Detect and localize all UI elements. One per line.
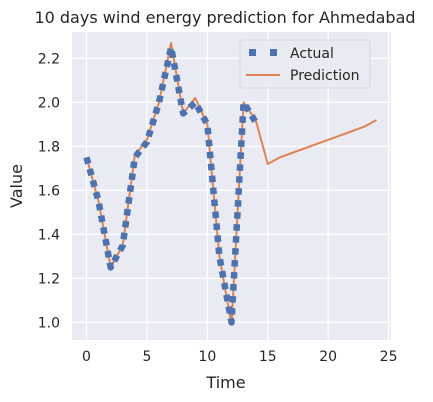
x-tick-label: 5: [142, 349, 151, 365]
x-tick-label: 10: [198, 349, 216, 365]
x-ticks: 0 5 10 15 20 25: [82, 349, 397, 365]
legend-actual-label: Actual: [290, 46, 334, 62]
actual-line: [83, 44, 259, 326]
y-tick-label: 1.6: [38, 183, 60, 199]
y-tick-label: 2.0: [38, 95, 60, 111]
y-tick-label: 1.8: [38, 139, 60, 155]
x-tick-label: 15: [259, 349, 277, 365]
y-tick-label: 2.2: [38, 51, 60, 67]
legend-prediction-label: Prediction: [290, 68, 360, 84]
x-tick-label: 0: [82, 349, 91, 365]
series-layer: [83, 42, 377, 326]
chart-title: 10 days wind energy prediction for Ahmed…: [34, 8, 415, 27]
y-ticks: 1.0 1.2 1.4 1.6 1.8 2.0 2.2: [38, 51, 60, 331]
x-tick-label: 20: [319, 349, 337, 365]
x-axis-label: Time: [205, 373, 245, 392]
y-tick-label: 1.0: [38, 315, 60, 331]
y-axis-label: Value: [7, 164, 26, 208]
legend-actual-marker: [249, 49, 277, 56]
y-tick-label: 1.4: [38, 227, 60, 243]
legend: Actual Prediction: [239, 39, 371, 89]
legend-square: [249, 49, 256, 56]
y-tick-label: 1.2: [38, 271, 60, 287]
x-tick-label: 25: [380, 349, 398, 365]
legend-square: [270, 49, 277, 56]
